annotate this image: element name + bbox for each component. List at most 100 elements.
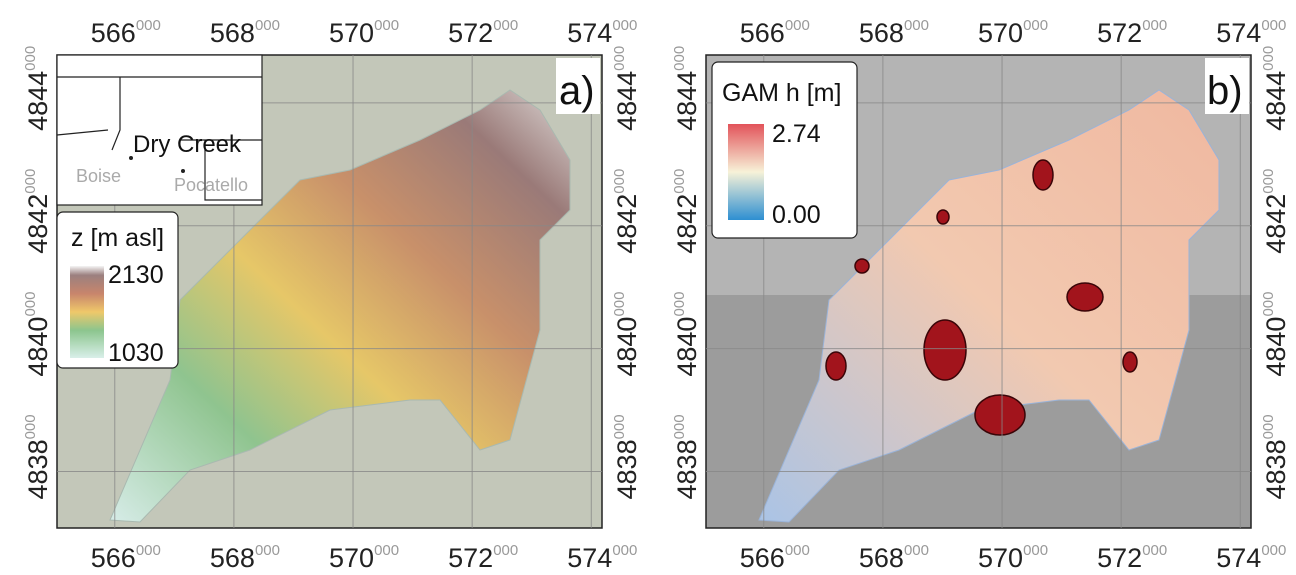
tick-sup: 000 [1023, 542, 1048, 559]
tick-sup: 000 [493, 17, 518, 34]
tick-sup: 000 [1261, 17, 1286, 34]
tick-main: 574 [1216, 18, 1261, 48]
tick-main: 4838 [23, 439, 53, 499]
tick-main: 570 [978, 18, 1023, 48]
legend-min: 1030 [108, 339, 164, 367]
tick-label: 572000 [448, 17, 518, 48]
tick-main: 4838 [1261, 439, 1291, 499]
tick-sup: 000 [611, 169, 628, 194]
legend-max: 2130 [108, 261, 164, 289]
legend-title: z [m asl] [71, 224, 164, 252]
tick-label: 572000 [448, 542, 518, 573]
tick-main: 572 [448, 18, 493, 48]
tick-sup: 000 [1260, 414, 1277, 439]
inset-label: Dry Creek [133, 131, 242, 158]
tick-label: 4838000 [671, 414, 702, 499]
tick-label: 4840000 [1260, 292, 1291, 377]
tick-label: 568000 [210, 17, 280, 48]
tick-sup: 000 [374, 17, 399, 34]
tick-label: 570000 [329, 542, 399, 573]
tick-label: 4844000 [671, 46, 702, 131]
tick-sup: 000 [671, 414, 688, 439]
tick-main: 574 [567, 18, 612, 48]
tick-label: 4844000 [611, 46, 642, 131]
tick-main: 4838 [612, 439, 642, 499]
tick-label: 566000 [740, 17, 810, 48]
tick-sup: 000 [1142, 17, 1167, 34]
inset-map: Dry Creek Boise Pocatello [57, 55, 262, 205]
tick-label: 4844000 [22, 46, 53, 131]
tick-sup: 000 [904, 17, 929, 34]
tick-main: 4842 [23, 194, 53, 254]
tick-label: 566000 [91, 542, 161, 573]
tick-label: 570000 [329, 17, 399, 48]
tick-main: 4840 [612, 317, 642, 377]
tick-label: 572000 [1097, 542, 1167, 573]
tick-main: 4840 [672, 317, 702, 377]
figure: 5660005660005680005680005700005700005720… [0, 0, 1296, 575]
tick-label: 566000 [91, 17, 161, 48]
tick-sup: 000 [611, 46, 628, 71]
tick-label: 566000 [740, 542, 810, 573]
tick-main: 572 [1097, 18, 1142, 48]
tick-label: 570000 [978, 542, 1048, 573]
tick-main: 568 [859, 18, 904, 48]
tick-sup: 000 [1260, 46, 1277, 71]
tick-main: 568 [210, 543, 255, 573]
tick-main: 566 [740, 18, 785, 48]
tick-main: 4842 [612, 194, 642, 254]
tick-label: 568000 [210, 542, 280, 573]
tick-main: 570 [329, 543, 374, 573]
tick-sup: 000 [1261, 542, 1286, 559]
tick-main: 570 [978, 543, 1023, 573]
tick-sup: 000 [22, 414, 39, 439]
panel-label: b) [1207, 69, 1243, 113]
tick-label: 574000 [1216, 542, 1286, 573]
tick-main: 570 [329, 18, 374, 48]
legend-b: GAM h [m] 2.74 0.00 [712, 62, 857, 238]
tick-label: 4840000 [611, 292, 642, 377]
tick-label: 4840000 [671, 292, 702, 377]
legend-min: 0.00 [772, 201, 821, 229]
tick-sup: 000 [611, 292, 628, 317]
tick-label: 4842000 [22, 169, 53, 254]
tick-label: 4844000 [1260, 46, 1291, 131]
tick-sup: 000 [22, 292, 39, 317]
tick-sup: 000 [255, 17, 280, 34]
tick-main: 4840 [23, 317, 53, 377]
inset-label: Boise [76, 166, 121, 186]
tick-sup: 000 [374, 542, 399, 559]
tick-main: 4842 [1261, 194, 1291, 254]
tick-sup: 000 [22, 169, 39, 194]
tick-sup: 000 [671, 46, 688, 71]
tick-sup: 000 [136, 17, 161, 34]
tick-sup: 000 [671, 292, 688, 317]
tick-label: 4838000 [1260, 414, 1291, 499]
tick-label: 574000 [567, 17, 637, 48]
tick-main: 574 [567, 543, 612, 573]
color-bar [70, 266, 104, 358]
tick-sup: 000 [611, 414, 628, 439]
tick-sup: 000 [785, 17, 810, 34]
legend-title: GAM h [m] [722, 79, 841, 107]
tick-main: 566 [91, 18, 136, 48]
tick-label: 4842000 [1260, 169, 1291, 254]
tick-label: 568000 [859, 17, 929, 48]
tick-main: 568 [859, 543, 904, 573]
tick-sup: 000 [255, 542, 280, 559]
tick-main: 572 [1097, 543, 1142, 573]
tick-sup: 000 [1260, 169, 1277, 194]
tick-sup: 000 [785, 542, 810, 559]
tick-main: 4844 [23, 71, 53, 131]
tick-label: 574000 [567, 542, 637, 573]
color-bar [728, 124, 764, 220]
tick-sup: 000 [1142, 542, 1167, 559]
tick-sup: 000 [671, 169, 688, 194]
tick-main: 572 [448, 543, 493, 573]
tick-main: 4844 [1261, 71, 1291, 131]
panel-label: a) [559, 69, 595, 113]
tick-sup: 000 [904, 542, 929, 559]
tick-label: 4838000 [22, 414, 53, 499]
tick-sup: 000 [493, 542, 518, 559]
tick-label: 568000 [859, 542, 929, 573]
